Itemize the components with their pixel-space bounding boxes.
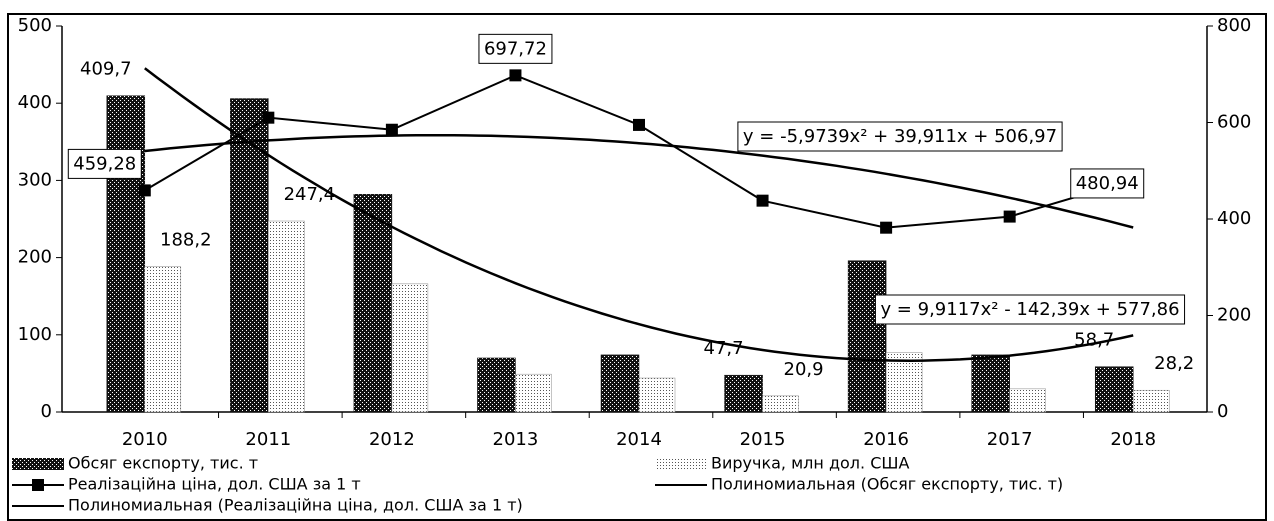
bar: [600, 354, 640, 413]
legend-swatch: [12, 458, 64, 470]
x-tick-label: 2011: [245, 429, 291, 450]
x-tick-label: 2014: [616, 429, 662, 450]
marker: [138, 184, 151, 197]
x-tick-label: 2016: [863, 429, 909, 450]
bar: [1094, 366, 1134, 413]
value-label: 47,7: [704, 338, 744, 359]
marker: [385, 123, 398, 136]
bar: [724, 374, 763, 413]
marker: [509, 69, 522, 82]
value-label: 20,9: [784, 359, 824, 380]
label-box: [874, 294, 1186, 325]
y2-tick-label: 600: [1217, 112, 1251, 133]
value-label: 247,4: [284, 184, 336, 205]
bar: [1132, 389, 1170, 413]
bar: [515, 373, 552, 413]
bar: [1009, 388, 1046, 413]
bar: [391, 283, 429, 413]
y2-tick-label: 400: [1217, 208, 1251, 229]
bar: [762, 395, 799, 413]
y-tick-label: 0: [41, 401, 52, 422]
chart-frame: [7, 13, 1267, 521]
x-tick-label: 2015: [740, 429, 786, 450]
bar: [885, 352, 923, 413]
trend-equation: y = -5,9739x² + 39,911x + 506,97: [743, 126, 1057, 147]
bar: [847, 260, 887, 413]
y-tick-label: 300: [18, 169, 52, 190]
legend-label: Виручка, млн дол. США: [711, 454, 909, 473]
legend-label: Полиномиальная (Обсяг експорту, тис. т): [711, 475, 1063, 494]
marker: [756, 194, 769, 207]
x-tick-label: 2018: [1110, 429, 1156, 450]
value-label: 28,2: [1154, 353, 1194, 374]
legend-swatch: [655, 458, 707, 470]
label-box: [67, 148, 142, 179]
y2-tick-label: 200: [1217, 305, 1251, 326]
marker: [880, 221, 893, 234]
legend-marker: [32, 479, 44, 491]
value-label: 459,28: [73, 153, 136, 174]
legend-label: Обсяг експорту, тис. т: [68, 454, 258, 473]
legend-label: Полиномиальная (Реалізаційна ціна, дол. …: [68, 496, 523, 515]
value-label: 697,72: [484, 38, 547, 59]
x-tick-label: 2012: [369, 429, 415, 450]
marker: [1003, 210, 1016, 223]
y-tick-label: 500: [18, 15, 52, 36]
trendline: [144, 133, 1134, 229]
value-label: 409,7: [80, 59, 132, 80]
marker: [633, 118, 645, 131]
bar: [106, 95, 146, 413]
legend-label: Реалізаційна ціна, дол. США за 1 т: [68, 475, 361, 494]
bar: [268, 220, 305, 413]
x-tick-label: 2017: [987, 429, 1033, 450]
bar: [230, 98, 269, 413]
x-tick-label: 2010: [122, 429, 168, 450]
y-tick-label: 200: [18, 247, 52, 268]
bar: [477, 357, 516, 413]
value-label: 480,94: [1076, 173, 1139, 194]
trend-equation: y = 9,9117x² - 142,39x + 577,86: [880, 299, 1179, 320]
y2-tick-label: 800: [1217, 15, 1251, 36]
x-tick-label: 2013: [493, 429, 539, 450]
trendline: [144, 67, 1134, 362]
y-tick-label: 400: [18, 92, 52, 113]
value-label: 58,7: [1074, 330, 1114, 351]
y-tick-label: 100: [18, 324, 52, 345]
bar: [638, 377, 676, 413]
label-box: [1070, 168, 1145, 199]
y2-tick-label: 0: [1217, 401, 1228, 422]
label-box: [737, 121, 1063, 152]
label-box: [478, 33, 553, 64]
value-label: 188,2: [160, 230, 212, 251]
marker: [262, 111, 275, 124]
bar: [971, 354, 1010, 413]
bar: [353, 194, 393, 413]
bar: [144, 266, 182, 413]
